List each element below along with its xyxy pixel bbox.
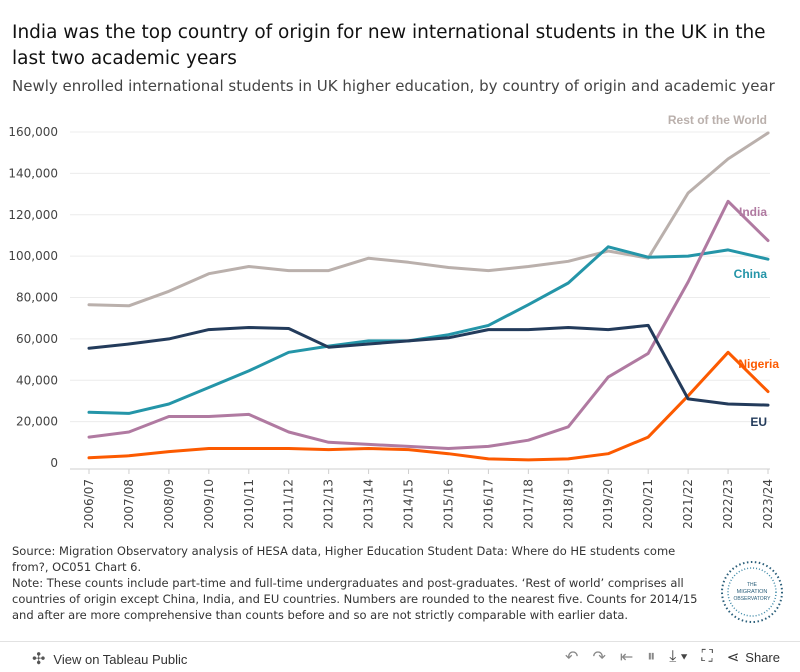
y-tick-label: 100,000 xyxy=(8,249,58,263)
x-tick-label: 2013/14 xyxy=(362,479,376,529)
series-lines xyxy=(87,131,770,462)
series-label-china: China xyxy=(734,267,768,281)
x-tick-label: 2014/15 xyxy=(402,479,416,529)
x-tick-label: 2011/12 xyxy=(282,479,296,529)
x-axis: 2006/07 2007/08 2008/09 2009/10 2010/11 2011/… xyxy=(70,468,775,529)
x-tick-label: 2019/20 xyxy=(601,479,615,529)
source-text: Source: Migration Observatory analysis o… xyxy=(12,544,676,574)
x-tick-label: 2010/11 xyxy=(242,479,256,529)
x-tick-label: 2017/18 xyxy=(521,479,535,529)
series-label-rest-of-the-world: Rest of the World xyxy=(668,113,767,127)
gridlines xyxy=(70,131,770,423)
x-tick-label: 2015/16 xyxy=(441,479,455,529)
y-tick-label: 0 xyxy=(50,456,58,470)
y-tick-label: 20,000 xyxy=(16,415,58,429)
share-icon: ⋖ xyxy=(726,649,740,666)
y-tick-label: 120,000 xyxy=(8,208,58,222)
x-tick-label: 2007/08 xyxy=(122,479,136,529)
view-on-tableau-link[interactable]: ✣ View on Tableau Public xyxy=(32,649,187,669)
series-label-eu: EU xyxy=(750,415,767,429)
pause-icon[interactable]: ⏸ xyxy=(647,648,656,665)
series-line-rest-of-the-world[interactable] xyxy=(87,131,770,308)
revert-icon[interactable]: ⇤ xyxy=(619,649,634,666)
note-text: Note: These counts include part-time and… xyxy=(12,576,698,622)
y-tick-label: 160,000 xyxy=(8,125,58,139)
y-axis: 0 20,000 40,000 60,000 80,000 100,000 120,000 1… xyxy=(8,125,58,470)
series-line-india[interactable] xyxy=(87,199,770,450)
series-line-eu[interactable] xyxy=(87,323,770,407)
series-labels: Rest of the World India China Nigeria EU xyxy=(668,113,779,429)
x-tick-label: 2006/07 xyxy=(82,479,96,529)
series-line-nigeria[interactable] xyxy=(87,350,770,462)
tableau-footer: ✣ View on Tableau Public ↶ ↷ ⇤ ⏸ ⤓ ▾ ⛶ ⋖… xyxy=(0,641,800,672)
fullscreen-icon[interactable]: ⛶ xyxy=(701,648,713,665)
logo-text-2: MIGRATION xyxy=(737,589,768,595)
y-tick-label: 40,000 xyxy=(16,373,58,387)
download-icon[interactable]: ⤓ ▾ xyxy=(669,648,688,665)
x-tick-label: 2009/10 xyxy=(202,479,216,529)
x-tick-label: 2016/17 xyxy=(481,479,495,529)
migration-observatory-logo[interactable]: THE MIGRATION OBSERVATORY xyxy=(720,560,784,624)
share-button[interactable]: ⋖ Share xyxy=(727,648,780,666)
y-tick-label: 140,000 xyxy=(8,166,58,180)
x-tick-label: 2022/23 xyxy=(721,479,735,529)
series-label-india: India xyxy=(739,205,767,219)
view-on-tableau-label: View on Tableau Public xyxy=(53,651,188,667)
x-tick-label: 2018/19 xyxy=(561,479,575,529)
series-line-china[interactable] xyxy=(87,245,770,415)
y-tick-label: 60,000 xyxy=(16,332,58,346)
chart-title: India was the top country of origin for … xyxy=(12,22,766,69)
x-tick-label: 2020/21 xyxy=(641,479,655,529)
chart-subtitle: Newly enrolled international students in… xyxy=(12,77,775,95)
tableau-icon: ✣ xyxy=(32,651,46,668)
logo-text-3: OBSERVATORY xyxy=(733,596,771,602)
x-tick-label: 2012/13 xyxy=(322,479,336,529)
share-label: Share xyxy=(745,649,780,665)
undo-icon[interactable]: ↶ xyxy=(565,649,579,666)
line-chart: 0 20,000 40,000 60,000 80,000 100,000 120,000 1… xyxy=(8,113,779,529)
redo-icon[interactable]: ↷ xyxy=(592,649,606,666)
x-tick-label: 2008/09 xyxy=(162,479,176,529)
series-label-nigeria: Nigeria xyxy=(738,357,779,371)
x-tick-label: 2021/22 xyxy=(681,479,695,529)
toolbar: ↶ ↷ ⇤ ⏸ ⤓ ▾ ⛶ ⋖ Share xyxy=(565,647,780,667)
logo-text-1: THE xyxy=(747,582,758,588)
x-tick-label: 2023/24 xyxy=(761,479,775,529)
y-tick-label: 80,000 xyxy=(16,291,58,305)
source-notes: Source: Migration Observatory analysis o… xyxy=(12,543,712,623)
